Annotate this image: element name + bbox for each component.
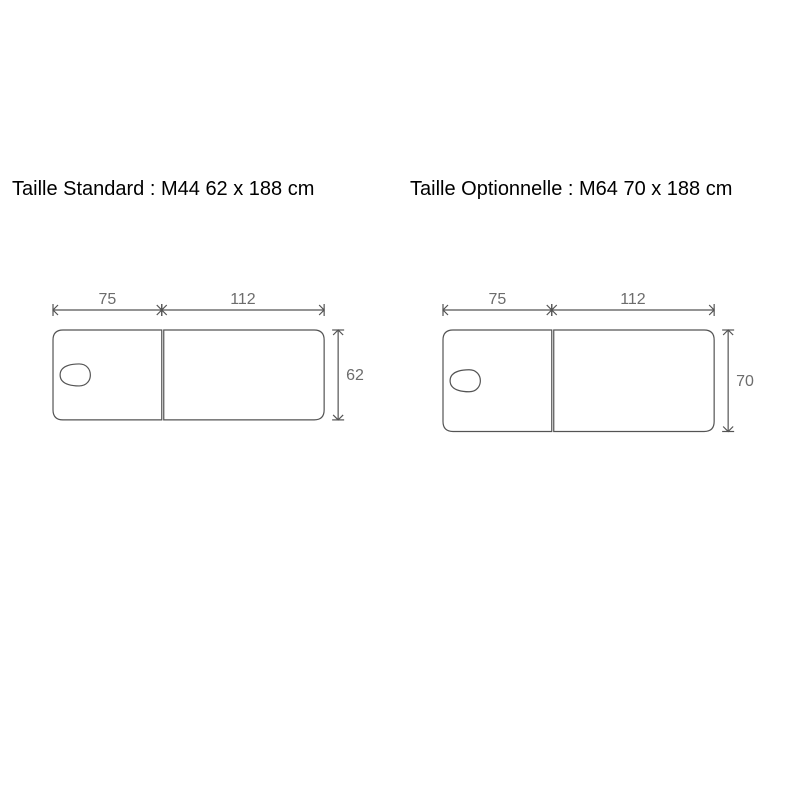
diagram-optional: 75 112 70 bbox=[433, 290, 773, 442]
dimension-label: 112 bbox=[620, 291, 646, 308]
page: Taille Standard : M44 62 x 188 cm Taille… bbox=[0, 0, 800, 800]
table-section-head bbox=[443, 330, 552, 432]
dimension-label: 112 bbox=[230, 291, 256, 308]
dimension-vertical: 70 bbox=[722, 330, 754, 432]
dimension-label: 62 bbox=[346, 367, 364, 384]
dimension-label: 70 bbox=[736, 373, 754, 390]
title-standard: Taille Standard : M44 62 x 188 cm bbox=[12, 178, 314, 201]
table-section-head bbox=[53, 330, 162, 420]
dimension-horizontal: 75 bbox=[443, 291, 552, 316]
table-plan-svg: 75 112 62 bbox=[43, 290, 383, 430]
dimension-horizontal: 75 bbox=[53, 291, 162, 316]
table-plan-svg: 75 112 70 bbox=[433, 290, 773, 442]
diagram-standard: 75 112 62 bbox=[43, 290, 383, 430]
dimension-vertical: 62 bbox=[332, 330, 364, 420]
table-section-body bbox=[554, 330, 714, 432]
dimension-horizontal: 112 bbox=[162, 291, 324, 316]
title-optional: Taille Optionnelle : M64 70 x 188 cm bbox=[410, 178, 732, 201]
dimension-label: 75 bbox=[98, 291, 116, 308]
face-hole-icon bbox=[60, 364, 90, 386]
dimension-horizontal: 112 bbox=[552, 291, 714, 316]
table-section-body bbox=[164, 330, 324, 420]
face-hole-icon bbox=[450, 370, 480, 392]
dimension-label: 75 bbox=[488, 291, 506, 308]
